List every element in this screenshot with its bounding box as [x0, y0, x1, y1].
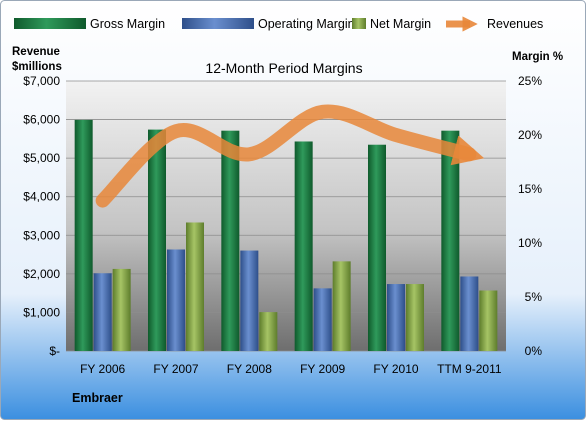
- bar-gross-margin: [441, 130, 460, 351]
- legend-swatch-net-margin: [352, 18, 366, 29]
- right-tick-label: 20%: [518, 128, 542, 142]
- left-tick-label: $5,000: [23, 151, 60, 165]
- right-tick-label: 25%: [518, 74, 542, 88]
- left-tick-label: $7,000: [23, 74, 60, 88]
- left-tick-label: $3,000: [23, 228, 60, 242]
- left-axis-label-line1: Revenue: [12, 46, 60, 58]
- x-tick-label: FY 2010: [373, 362, 418, 376]
- bar-gross-margin: [294, 141, 313, 351]
- legend: Gross Margin Operating Margin Net Margin…: [14, 16, 543, 32]
- chart-title: 12-Month Period Margins: [205, 60, 362, 76]
- right-tick-label: 5%: [525, 290, 543, 304]
- bar-operating-margin: [240, 250, 259, 351]
- revenue-line: [95, 104, 485, 208]
- legend-swatch-operating-margin: [182, 18, 254, 29]
- x-tick-label: FY 2009: [300, 362, 345, 376]
- bar-net-margin: [406, 284, 424, 351]
- legend-label-revenues: Revenues: [487, 17, 543, 31]
- bar-net-margin: [112, 268, 131, 351]
- bar-net-margin: [259, 312, 278, 351]
- right-tick-label: 15%: [518, 182, 542, 196]
- legend-label-gross-margin: Gross Margin: [90, 17, 165, 31]
- left-axis-label-line2: $millions: [12, 61, 62, 73]
- left-tick-label: $1,000: [23, 305, 60, 319]
- right-tick-label: 0%: [525, 344, 543, 358]
- bar-operating-margin: [93, 273, 112, 351]
- x-tick-label: TTM 9-2011: [437, 362, 502, 376]
- bar-gross-margin: [368, 144, 386, 351]
- legend-label-operating-margin: Operating Margin: [258, 17, 355, 31]
- x-tick-label: FY 2008: [227, 362, 272, 376]
- bar-gross-margin: [148, 129, 166, 351]
- bar-operating-margin: [167, 249, 185, 351]
- x-tick-label: FY 2006: [80, 362, 125, 376]
- left-tick-label: $2,000: [23, 267, 60, 281]
- bar-gross-margin: [74, 119, 93, 351]
- bar-gross-margin: [221, 130, 240, 351]
- right-axis-label: Margin %: [512, 51, 563, 63]
- bar-operating-margin: [313, 288, 332, 351]
- bar-net-margin: [332, 261, 351, 351]
- legend-swatch-gross-margin: [14, 18, 86, 29]
- bar-net-margin: [479, 290, 498, 351]
- x-tick-label: FY 2007: [153, 362, 198, 376]
- right-tick-label: 10%: [518, 236, 542, 250]
- left-tick-label: $-: [49, 344, 60, 358]
- plot-area: [66, 81, 506, 351]
- bar-net-margin: [186, 222, 204, 351]
- left-tick-label: $4,000: [23, 190, 60, 204]
- left-tick-label: $6,000: [23, 113, 60, 127]
- bar-operating-margin: [460, 276, 479, 351]
- legend-label-net-margin: Net Margin: [370, 17, 431, 31]
- bar-operating-margin: [387, 284, 405, 351]
- company-label: Embraer: [72, 391, 123, 405]
